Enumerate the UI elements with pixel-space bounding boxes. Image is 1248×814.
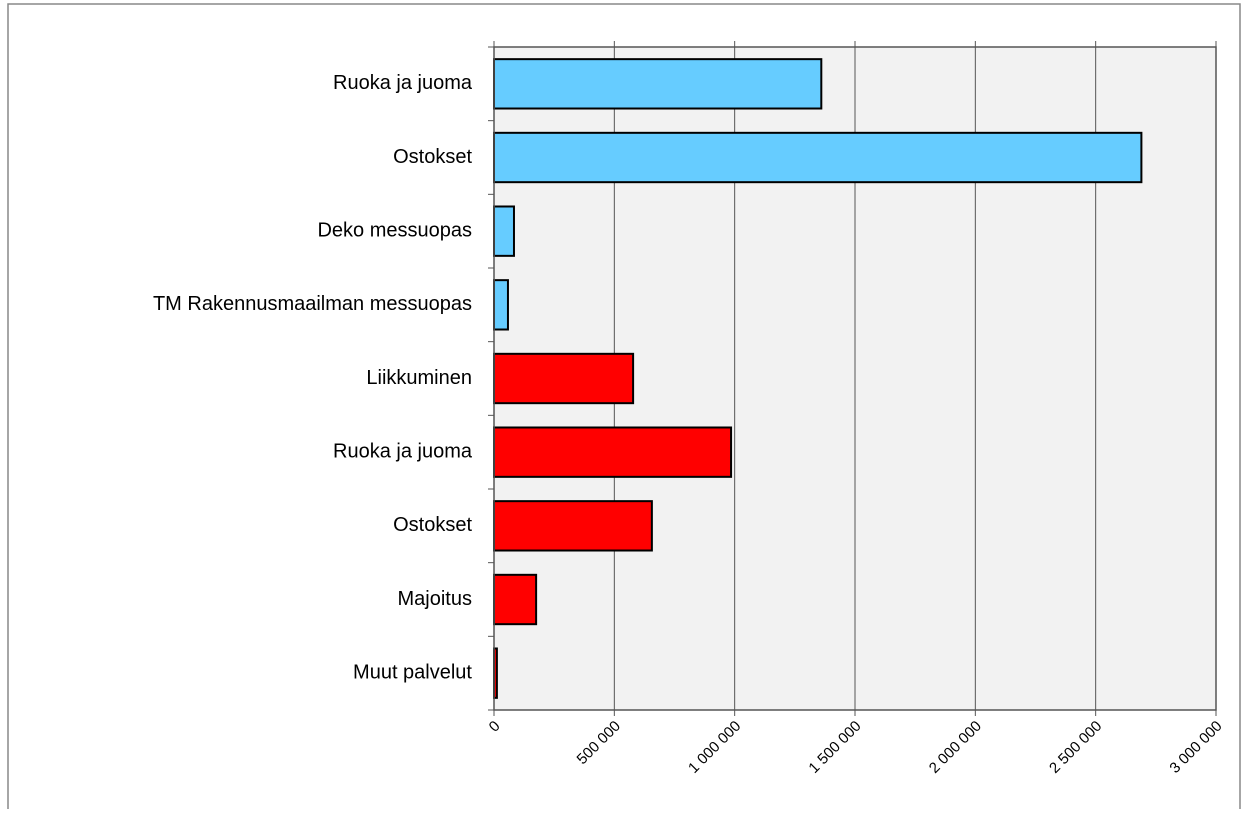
y-tick-label: Majoitus (398, 588, 472, 610)
y-tick-label: Liikkuminen (366, 367, 472, 389)
bar (493, 279, 509, 331)
y-tick-label: Muut palvelut (353, 661, 472, 683)
y-tick-label: Ostokset (393, 146, 472, 168)
y-tick-label: Ruoka ja juoma (333, 72, 473, 94)
plot-border (493, 46, 1217, 711)
bar (493, 426, 733, 478)
y-tick-label: Ruoka ja juoma (333, 440, 473, 462)
bar (493, 205, 515, 257)
bar (493, 58, 823, 110)
y-tick-label: Ostokset (393, 514, 472, 536)
bar (493, 573, 538, 626)
bar (493, 352, 635, 405)
y-tick-label: TM Rakennusmaailman messuopas (153, 293, 472, 315)
bar (493, 500, 653, 552)
bar (493, 131, 1143, 184)
y-tick-label: Deko messuopas (317, 219, 472, 241)
